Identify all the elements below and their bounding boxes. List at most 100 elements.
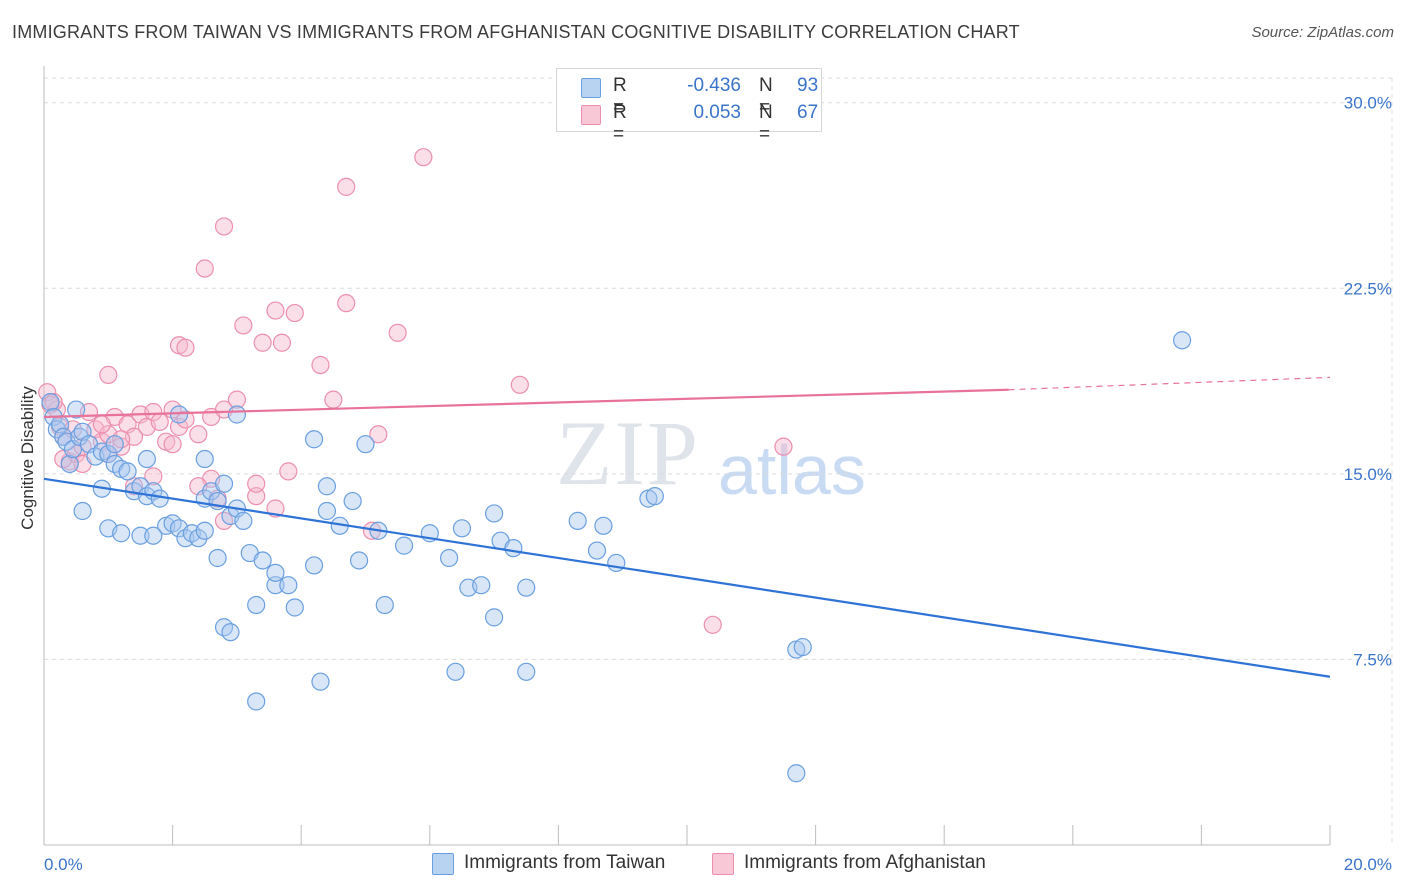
afghanistan-point — [285, 303, 304, 323]
afghanistan-point — [92, 415, 111, 434]
taiwan-point — [266, 563, 285, 582]
afghanistan-point — [144, 467, 163, 486]
taiwan-series — [41, 331, 1192, 783]
taiwan-point — [54, 427, 73, 446]
afghanistan-point — [144, 402, 163, 422]
taiwan-point — [214, 474, 234, 493]
taiwan-legend-label: Immigrants from Taiwan — [464, 852, 666, 873]
taiwan-point — [439, 548, 459, 568]
taiwan-point — [247, 692, 266, 711]
taiwan-point — [112, 524, 131, 543]
taiwan-point — [189, 529, 208, 548]
taiwan-point — [311, 672, 330, 691]
afghanistan-point — [163, 435, 182, 454]
axis-layer — [43, 66, 1331, 846]
taiwan-point — [208, 548, 227, 568]
afghanistan-point — [337, 294, 356, 313]
taiwan-point — [105, 435, 124, 454]
taiwan-point — [517, 662, 536, 681]
taiwan-point — [118, 462, 137, 481]
taiwan-point — [349, 551, 369, 570]
taiwan-point — [266, 576, 285, 595]
taiwan-point — [304, 430, 324, 449]
afghanistan-point — [311, 355, 330, 375]
grid-layer — [44, 77, 1393, 845]
afghanistan-point — [195, 259, 214, 278]
afghanistan-trend-extension — [1008, 376, 1331, 391]
afghanistan-point — [169, 417, 189, 436]
taiwan-point — [169, 405, 189, 424]
taiwan-point — [645, 487, 664, 506]
taiwan-point — [304, 556, 324, 575]
taiwan-point — [375, 595, 394, 615]
afghanistan-point — [337, 177, 356, 196]
taiwan-point — [446, 662, 465, 681]
afghanistan-legend-swatch — [712, 853, 734, 875]
taiwan-point — [472, 576, 491, 595]
taiwan-point — [253, 551, 272, 570]
taiwan-point — [247, 595, 266, 615]
afghanistan-trend-line — [43, 388, 1009, 419]
legend-r-label: R = — [613, 75, 627, 118]
legend-r-value: 0.053 — [693, 102, 741, 123]
taiwan-point — [1173, 331, 1192, 350]
taiwan-point — [99, 444, 118, 464]
taiwan-point — [356, 435, 375, 454]
taiwan-point — [793, 637, 812, 657]
afghanistan-point — [99, 365, 118, 385]
afghanistan-point — [774, 437, 793, 456]
taiwan-point — [67, 400, 86, 419]
afghanistan-point — [176, 338, 195, 357]
legend-n-value: 67 — [797, 102, 819, 123]
afghanistan-point — [150, 412, 169, 432]
afghanistan-legend-label: Immigrants from Afghanistan — [744, 852, 986, 873]
afghanistan-point — [510, 375, 529, 394]
taiwan-point — [343, 491, 362, 511]
taiwan-point — [787, 764, 806, 783]
taiwan-point — [195, 521, 214, 540]
trend-layer — [43, 376, 1331, 678]
afghanistan-point — [253, 333, 272, 352]
y-tick-label: 7.5% — [1353, 650, 1392, 669]
correlation-legend: R = -0.436 N = 93 R = 0.053 N = 67 — [556, 68, 822, 145]
x-tick-label: 20.0% — [1344, 855, 1392, 874]
taiwan-point — [504, 538, 523, 558]
taiwan-trend-line — [43, 477, 1331, 678]
taiwan-point — [144, 526, 163, 545]
taiwan-point — [227, 405, 246, 424]
taiwan-point — [452, 519, 472, 538]
taiwan-point — [137, 449, 156, 469]
taiwan-point — [317, 477, 337, 496]
afghanistan-point — [227, 390, 246, 409]
y-tick-label: 22.5% — [1344, 279, 1392, 298]
afghanistan-point — [703, 615, 722, 634]
legend-r-value: -0.436 — [687, 75, 741, 96]
watermark-zip: ZIP — [556, 402, 700, 504]
afghanistan-point — [247, 487, 266, 506]
y-tick-label: 30.0% — [1344, 94, 1392, 113]
taiwan-point — [47, 420, 66, 439]
taiwan-point — [285, 598, 304, 617]
taiwan-point — [485, 608, 504, 627]
afghanistan-point — [214, 217, 234, 236]
taiwan-point — [41, 393, 60, 412]
afghanistan-point — [234, 316, 253, 335]
taiwan-legend-swatch — [432, 853, 454, 875]
y-tick-label: 15.0% — [1344, 465, 1392, 484]
taiwan-point — [279, 576, 298, 595]
source-label: Source: ZipAtlas.com — [1251, 24, 1394, 41]
taiwan-point — [568, 511, 587, 530]
taiwan-point — [60, 454, 79, 474]
taiwan-point — [587, 541, 607, 560]
afghanistan-point — [414, 148, 433, 167]
legend-n-label: N = — [759, 75, 773, 118]
chart-title: IMMIGRANTS FROM TAIWAN VS IMMIGRANTS FRO… — [12, 22, 1020, 42]
taiwan-point — [517, 578, 536, 597]
taiwan-swatch — [581, 78, 601, 98]
x-tick-label: 0.0% — [44, 855, 83, 874]
afghanistan-point — [369, 425, 388, 444]
afghanistan-series — [38, 148, 793, 634]
afghanistan-point — [279, 462, 298, 481]
afghanistan-point — [324, 390, 343, 409]
